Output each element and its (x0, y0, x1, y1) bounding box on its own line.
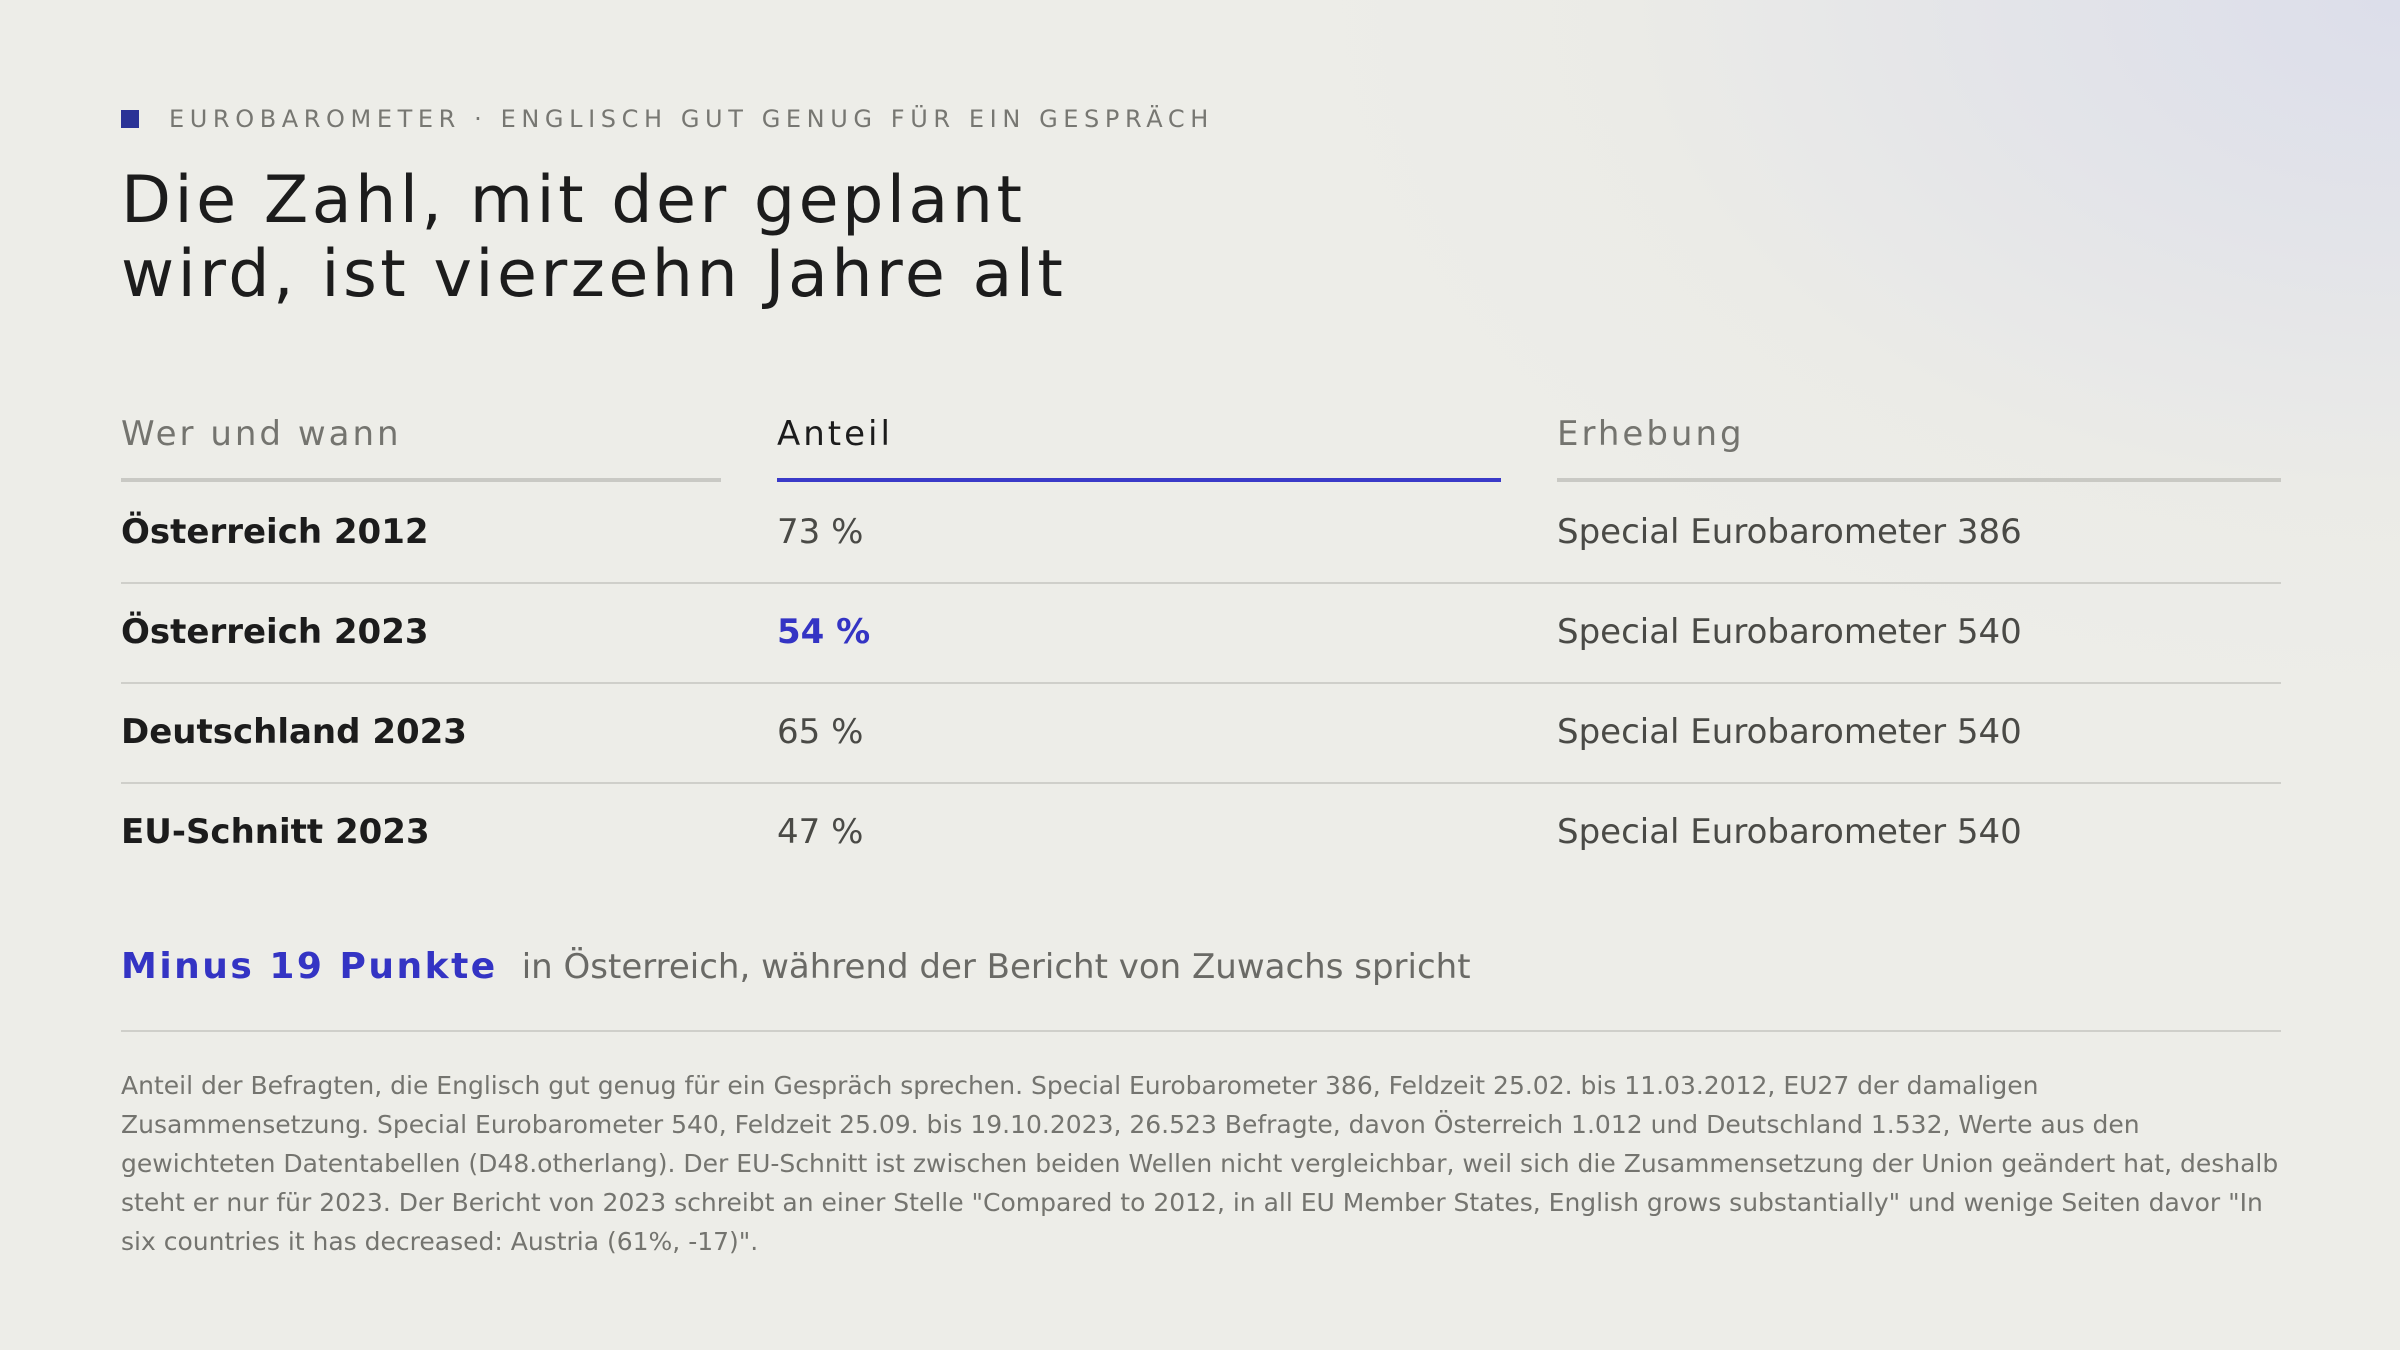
column-header-share: Anteil (777, 400, 1501, 482)
cell-share: 47 % (777, 812, 864, 852)
eyebrow-text: EUROBAROMETER · ENGLISCH GUT GENUG FÜR E… (169, 105, 1214, 133)
cell-who: Deutschland 2023 (121, 712, 467, 752)
column-header-who: Wer und wann (121, 400, 721, 482)
table-row: Deutschland 2023 65 % Special Eurobarome… (121, 682, 2281, 784)
table-row: Österreich 2023 54 % Special Eurobaromet… (121, 582, 2281, 684)
column-header-share-label: Anteil (777, 414, 893, 454)
table-row: Österreich 2012 73 % Special Eurobaromet… (121, 482, 2281, 584)
column-header-rule (121, 478, 721, 482)
cell-survey: Special Eurobarometer 540 (1557, 612, 2022, 652)
callout-text: in Österreich, während der Bericht von Z… (521, 947, 1471, 987)
cell-share: 65 % (777, 712, 864, 752)
table-row: EU-Schnitt 2023 47 % Special Eurobaromet… (121, 782, 2281, 882)
cell-survey: Special Eurobarometer 540 (1557, 812, 2022, 852)
eyebrow-square-icon (121, 110, 139, 128)
divider (121, 1030, 2281, 1032)
title-line-1: Die Zahl, mit der geplant (121, 163, 1026, 238)
cell-who: EU-Schnitt 2023 (121, 812, 430, 852)
eyebrow: EUROBAROMETER · ENGLISCH GUT GENUG FÜR E… (121, 105, 1214, 133)
callout: Minus 19 Punkte in Österreich, während d… (121, 946, 1471, 987)
title-line-2: wird, ist vierzehn Jahre alt (121, 237, 1067, 312)
cell-survey: Special Eurobarometer 540 (1557, 712, 2022, 752)
column-header-rule-active (777, 478, 1501, 482)
footnote: Anteil der Befragten, die Englisch gut g… (121, 1071, 2279, 1256)
cell-share-highlighted: 54 % (777, 612, 871, 652)
column-header-survey: Erhebung (1557, 400, 2281, 482)
column-header-rule (1557, 478, 2281, 482)
cell-who: Österreich 2023 (121, 612, 429, 652)
column-header-survey-label: Erhebung (1557, 414, 1745, 454)
page-title: Die Zahl, mit der geplant wird, ist vier… (121, 164, 1321, 312)
cell-share: 73 % (777, 512, 864, 552)
callout-highlight: Minus 19 Punkte (121, 946, 498, 987)
column-header-who-label: Wer und wann (121, 414, 402, 454)
cell-survey: Special Eurobarometer 386 (1557, 512, 2022, 552)
cell-who: Österreich 2012 (121, 512, 429, 552)
